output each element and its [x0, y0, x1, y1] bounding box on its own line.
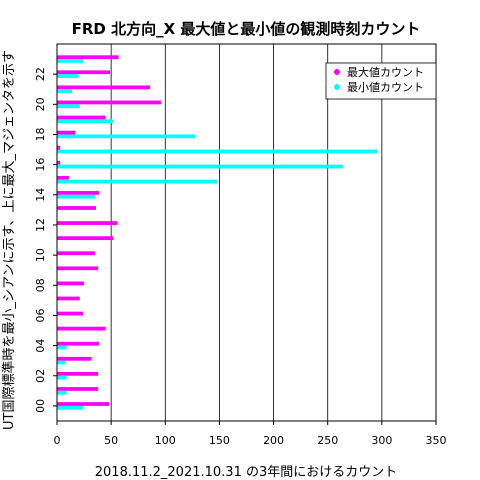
- x-tick-label: 50: [104, 434, 118, 447]
- plot-frame: [56, 43, 437, 422]
- y-tick-label: 04: [34, 339, 47, 353]
- max-count-bar: [57, 55, 119, 60]
- legend-label: 最小値カウント: [347, 81, 424, 94]
- chart-title: FRD 北方向_X 最大値と最小値の観測時刻カウント: [72, 20, 421, 38]
- max-count-bar: [57, 85, 151, 90]
- min-count-bar: [57, 119, 114, 124]
- y-tick-label: 02: [34, 369, 47, 383]
- y-tick-label: 20: [34, 97, 47, 111]
- x-tick-label: 200: [263, 434, 284, 447]
- max-count-bar: [57, 311, 83, 316]
- max-count-bar: [57, 206, 96, 210]
- legend-label: 最大値カウント: [347, 65, 424, 79]
- max-count-bar: [57, 387, 99, 391]
- min-count-bar: [57, 59, 83, 63]
- min-count-bar: [57, 74, 79, 78]
- max-count-bar: [57, 251, 95, 256]
- x-tick-label: 300: [371, 434, 392, 447]
- max-count-bar: [57, 371, 99, 376]
- max-count-bar: [57, 281, 85, 286]
- min-count-bar: [57, 134, 196, 139]
- min-count-bar: [57, 360, 66, 365]
- y-tick-label: 22: [34, 67, 47, 81]
- y-tick-label: 14: [34, 188, 47, 202]
- y-tick-label: 16: [34, 158, 47, 172]
- y-tick-label: 18: [34, 127, 47, 141]
- y-tick-label: 00: [34, 399, 47, 413]
- max-count-bar: [57, 402, 109, 406]
- min-count-bar: [57, 164, 343, 169]
- min-count-bar: [57, 179, 218, 184]
- x-tick-label: 350: [426, 434, 447, 447]
- x-tick-label: 100: [155, 434, 176, 447]
- max-count-bar: [57, 266, 99, 271]
- max-count-bar: [57, 115, 106, 120]
- min-count-bar: [57, 345, 67, 350]
- x-axis: 0 50 100 150 200 250 300 350: [54, 421, 447, 447]
- max-count-bar: [57, 326, 106, 331]
- max-count-bar: [57, 191, 100, 195]
- x-tick-label: 150: [209, 434, 230, 447]
- max-count-bar: [57, 221, 118, 225]
- legend-marker: [334, 84, 340, 90]
- max-count-bar: [57, 356, 92, 361]
- max-count-bar: [57, 236, 114, 241]
- max-count-bar: [57, 175, 69, 180]
- x-tick-label: 0: [54, 434, 61, 447]
- max-count-bar: [57, 341, 100, 346]
- y-axis: 00 02 04 06 08 10 12 14 16 18 20 22: [34, 67, 57, 413]
- bars: [57, 55, 378, 410]
- max-count-bar: [57, 100, 161, 105]
- max-count-bar: [57, 70, 111, 75]
- min-count-bar: [57, 390, 67, 395]
- min-count-bar: [57, 375, 67, 380]
- x-tick-label: 250: [317, 434, 338, 447]
- x-axis-label: 2018.11.2_2021.10.31 の3年間におけるカウント: [95, 465, 398, 480]
- legend-box: [325, 62, 437, 100]
- max-count-bar: [57, 160, 61, 165]
- y-tick-label: 12: [34, 218, 47, 232]
- y-tick-label: 10: [34, 248, 47, 262]
- y-tick-label: 06: [34, 308, 47, 322]
- min-count-bar: [57, 104, 80, 109]
- min-count-bar: [57, 149, 378, 154]
- y-tick-label: 08: [34, 278, 47, 292]
- min-count-bar: [57, 89, 73, 94]
- min-count-bar: [57, 194, 95, 199]
- y-axis-label: UT国際標準時を最小_シアンに示す、上に最大_マジェンタを示す: [1, 50, 17, 430]
- grid-lines: [110, 44, 383, 421]
- max-count-bar: [57, 296, 80, 301]
- min-count-bar: [57, 405, 83, 410]
- legend-marker: [334, 69, 340, 75]
- max-count-bar: [57, 145, 61, 150]
- max-count-bar: [57, 130, 76, 135]
